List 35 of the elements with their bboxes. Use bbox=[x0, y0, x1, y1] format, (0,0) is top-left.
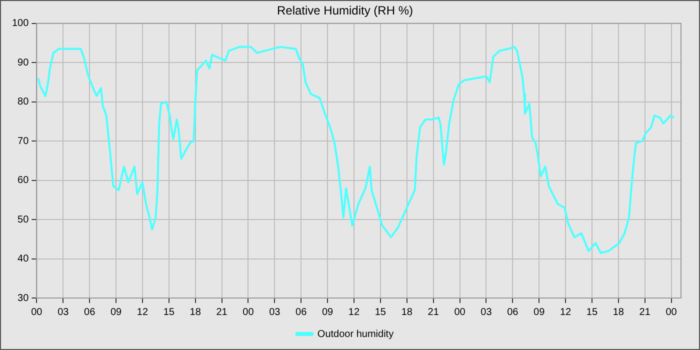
chart-title: Relative Humidity (RH %) bbox=[276, 4, 414, 18]
x-tick-label: 09 bbox=[110, 306, 122, 318]
x-tick-label: 03 bbox=[480, 306, 492, 318]
x-tick-label: 06 bbox=[84, 306, 96, 318]
x-tick-label: 00 bbox=[31, 306, 43, 318]
x-tick-label: 06 bbox=[507, 306, 519, 318]
x-tick-label: 18 bbox=[401, 306, 413, 318]
x-tick-label: 21 bbox=[428, 306, 440, 318]
x-tick-label: 15 bbox=[163, 306, 175, 318]
x-tick-label: 18 bbox=[612, 306, 624, 318]
y-tick-label: 70 bbox=[18, 136, 30, 147]
x-tick-label: 15 bbox=[374, 306, 386, 318]
y-tick-label: 50 bbox=[18, 214, 30, 226]
x-tick-label: 21 bbox=[216, 306, 228, 318]
y-tick-label: 80 bbox=[18, 96, 30, 108]
x-tick-label: 12 bbox=[136, 306, 148, 318]
x-tick-label: 00 bbox=[454, 306, 466, 318]
x-tick-label: 09 bbox=[534, 306, 546, 318]
x-tick-label: 15 bbox=[586, 306, 598, 318]
x-tick-label: 03 bbox=[58, 306, 70, 318]
x-tick-label: 12 bbox=[348, 306, 360, 318]
y-tick-label: 90 bbox=[18, 57, 30, 68]
x-tick-label: 00 bbox=[666, 306, 678, 318]
y-tick-label: 30 bbox=[18, 292, 30, 304]
x-tick-label: 03 bbox=[269, 306, 281, 318]
x-tick-label: 00 bbox=[242, 306, 254, 318]
x-tick-label: 21 bbox=[639, 306, 651, 318]
x-tick-label: 12 bbox=[560, 306, 572, 318]
y-tick-label: 40 bbox=[18, 254, 30, 265]
x-tick-label: 06 bbox=[296, 306, 308, 318]
y-tick-label: 100 bbox=[12, 18, 30, 30]
x-tick-label: 09 bbox=[322, 306, 334, 318]
x-tick-label: 18 bbox=[190, 306, 202, 318]
legend-label: Outdoor humidity bbox=[317, 328, 394, 340]
y-tick-label: 60 bbox=[18, 175, 30, 186]
